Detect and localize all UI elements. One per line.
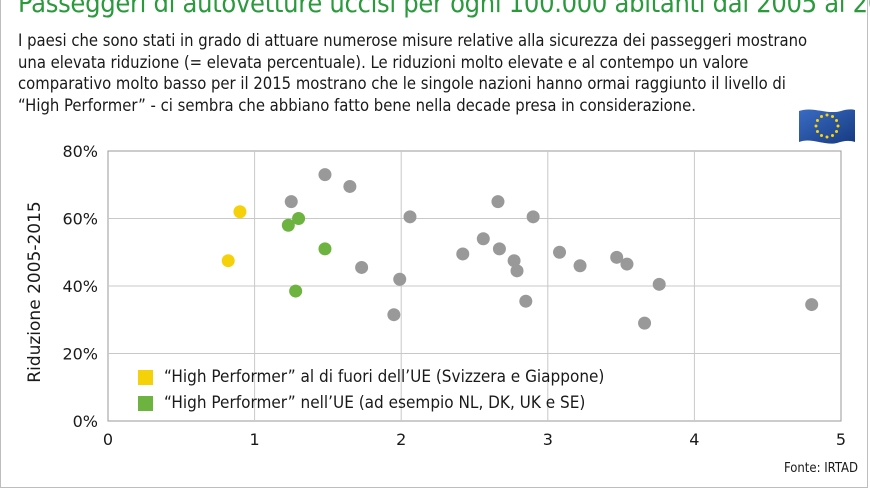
x-tick-label: 3 <box>543 430 553 449</box>
flag-star <box>835 119 839 122</box>
data-point-eu-high-performer <box>281 218 295 232</box>
x-tick-label: 1 <box>250 430 260 449</box>
data-point-other-country <box>343 179 357 193</box>
x-tick-label: 2 <box>396 430 406 449</box>
data-point-other-country <box>610 250 624 264</box>
y-tick-label: 0% <box>73 412 98 431</box>
data-point-other-country <box>652 277 666 291</box>
legend-item-eu: “High Performer” nell’UE (ad esempio NL,… <box>138 390 604 416</box>
x-tick-label: 5 <box>836 430 846 449</box>
legend-swatch-green <box>138 395 153 411</box>
flag-star <box>836 124 840 128</box>
data-point-non-eu-high-performer <box>233 205 247 219</box>
source-note: Fonte: IRTAD <box>783 461 858 476</box>
data-point-other-country <box>519 294 533 308</box>
data-point-other-country <box>510 264 524 278</box>
data-point-other-country <box>387 308 401 322</box>
flag-star <box>820 134 823 138</box>
flag-star <box>831 114 834 118</box>
data-point-other-country <box>492 242 506 256</box>
data-point-other-country <box>620 257 634 271</box>
data-point-other-country <box>393 272 407 286</box>
flag-star <box>814 124 818 128</box>
x-tick-label: 0 <box>103 430 113 449</box>
y-tick-label: 80% <box>62 142 98 161</box>
x-tick-label: 4 <box>689 430 699 449</box>
flag-star <box>831 134 834 138</box>
legend-item-non-eu: “High Performer” al di fuori dell’UE (Sv… <box>138 364 604 390</box>
chart-subtitle: I paesi che sono stati in grado di attua… <box>18 31 808 115</box>
y-tick-label: 20% <box>62 345 98 364</box>
flag-star <box>815 130 819 133</box>
eu-flag-icon <box>799 109 855 144</box>
data-point-other-country <box>284 195 298 209</box>
flag-star <box>820 114 823 118</box>
data-point-eu-high-performer <box>318 242 332 256</box>
data-point-other-country <box>491 195 505 209</box>
flag-star <box>825 113 829 117</box>
data-point-other-country <box>553 245 567 259</box>
flag-star <box>825 135 829 139</box>
data-point-eu-high-performer <box>292 212 306 225</box>
data-point-eu-high-performer <box>289 284 303 298</box>
legend: “High Performer” al di fuori dell’UE (Sv… <box>138 364 604 416</box>
y-tick-label: 60% <box>62 210 98 229</box>
y-axis-label: Riduzione 2005-2015 <box>25 201 45 382</box>
data-point-other-country <box>526 210 540 224</box>
data-point-other-country <box>318 168 332 182</box>
data-point-other-country <box>638 316 652 330</box>
y-tick-label: 40% <box>62 277 98 296</box>
data-point-non-eu-high-performer <box>221 254 235 268</box>
data-point-other-country <box>573 259 587 273</box>
data-point-other-country <box>403 210 417 224</box>
data-point-other-country <box>456 247 470 261</box>
data-point-other-country <box>507 254 521 268</box>
flag-star <box>815 119 819 122</box>
legend-label-eu: “High Performer” nell’UE (ad esempio NL,… <box>164 393 586 413</box>
data-point-other-country <box>805 298 819 312</box>
data-point-other-country <box>476 232 490 246</box>
data-point-other-country <box>355 260 369 274</box>
legend-swatch-yellow <box>138 369 153 385</box>
chart-title: Passeggeri di autovetture uccisi per ogn… <box>18 0 870 19</box>
legend-label-non-eu: “High Performer” al di fuori dell’UE (Sv… <box>164 367 605 387</box>
flag-star <box>835 130 839 133</box>
